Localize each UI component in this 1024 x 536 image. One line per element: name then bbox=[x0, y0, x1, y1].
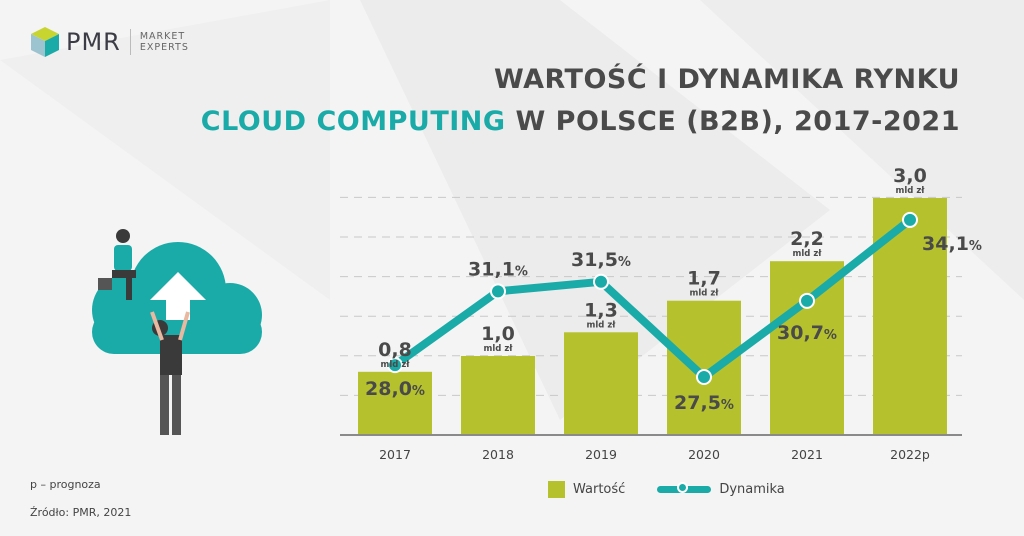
unit-label: mld zł bbox=[896, 186, 926, 196]
bar-2018 bbox=[461, 356, 535, 435]
value-label: 1,0 bbox=[481, 323, 515, 345]
legend-label-wartosc: Wartość bbox=[573, 482, 626, 497]
unit-label: mld zł bbox=[587, 320, 617, 330]
pct-label: 34,1% bbox=[922, 233, 982, 255]
pct-label: 31,5% bbox=[571, 249, 631, 271]
logo-tagline: MARKET EXPERTS bbox=[140, 31, 189, 53]
x-tick-label: 2022p bbox=[890, 447, 930, 462]
legend-swatch-wartosc bbox=[548, 481, 565, 498]
value-label: 0,8 bbox=[378, 339, 412, 361]
unit-label: mld zł bbox=[381, 360, 411, 370]
line-point-2022p bbox=[902, 211, 918, 228]
dynamika-polyline bbox=[392, 216, 913, 381]
bar-2020 bbox=[667, 300, 741, 435]
line-point-2021 bbox=[799, 292, 815, 309]
value-label: 2,2 bbox=[790, 228, 824, 250]
line-point-2017 bbox=[387, 357, 403, 374]
line-point-2018 bbox=[490, 283, 506, 300]
x-tick-label: 2017 bbox=[379, 447, 411, 462]
cloud-icon bbox=[92, 242, 262, 354]
unit-label: mld zł bbox=[690, 289, 720, 299]
title-highlight: CLOUD COMPUTING bbox=[200, 106, 506, 137]
logo-divider bbox=[129, 29, 131, 55]
tagline-1: MARKET bbox=[139, 31, 186, 42]
tagline-2: EXPERTS bbox=[139, 42, 189, 53]
pct-label: 27,5% bbox=[674, 392, 734, 414]
pmr-cube-icon bbox=[31, 27, 59, 57]
pct-label: 31,1% bbox=[468, 258, 528, 280]
x-tick-label: 2018 bbox=[482, 447, 514, 462]
legend-swatch-dynamika bbox=[657, 482, 712, 493]
logo-brand: PMR bbox=[66, 28, 121, 56]
bar-2019 bbox=[564, 332, 638, 435]
unit-label: mld zł bbox=[484, 344, 514, 354]
unit-label: mld zł bbox=[793, 249, 823, 259]
chart-title-line1: WARTOŚĆ I DYNAMIKA RYNKU bbox=[494, 64, 960, 95]
dynamika-line bbox=[387, 211, 918, 385]
x-tick-label: 2020 bbox=[688, 447, 720, 462]
person-standing-icon bbox=[150, 311, 190, 435]
x-tick-label: 2019 bbox=[585, 447, 617, 462]
chart-title-line2: CLOUD COMPUTING W POLSCE (B2B), 2017-202… bbox=[201, 106, 960, 137]
gridlines bbox=[340, 196, 962, 396]
person-sitting-icon bbox=[98, 229, 136, 300]
x-tick-label: 2021 bbox=[791, 447, 823, 462]
line-point-2020 bbox=[696, 369, 712, 385]
source: Źródło: PMR, 2021 bbox=[30, 506, 132, 519]
bar-2017 bbox=[358, 371, 432, 435]
bar-2021 bbox=[770, 261, 844, 435]
value-label: 3,0 bbox=[893, 165, 927, 187]
pmr-logo: PMR MARKET EXPERTS bbox=[30, 26, 189, 58]
line-point-2019 bbox=[593, 273, 609, 290]
value-label: 1,7 bbox=[687, 268, 721, 290]
pct-label: 28,0% bbox=[365, 378, 425, 400]
value-label: 1,3 bbox=[584, 299, 618, 321]
footnote: p – prognoza bbox=[30, 478, 101, 491]
legend: Wartość Dynamika bbox=[548, 481, 785, 498]
title-rest: W POLSCE (B2B), 2017-2021 bbox=[505, 106, 960, 137]
pct-label: 30,7% bbox=[777, 322, 837, 344]
legend-label-dynamika: Dynamika bbox=[719, 482, 785, 497]
upload-arrow-icon bbox=[150, 272, 206, 320]
